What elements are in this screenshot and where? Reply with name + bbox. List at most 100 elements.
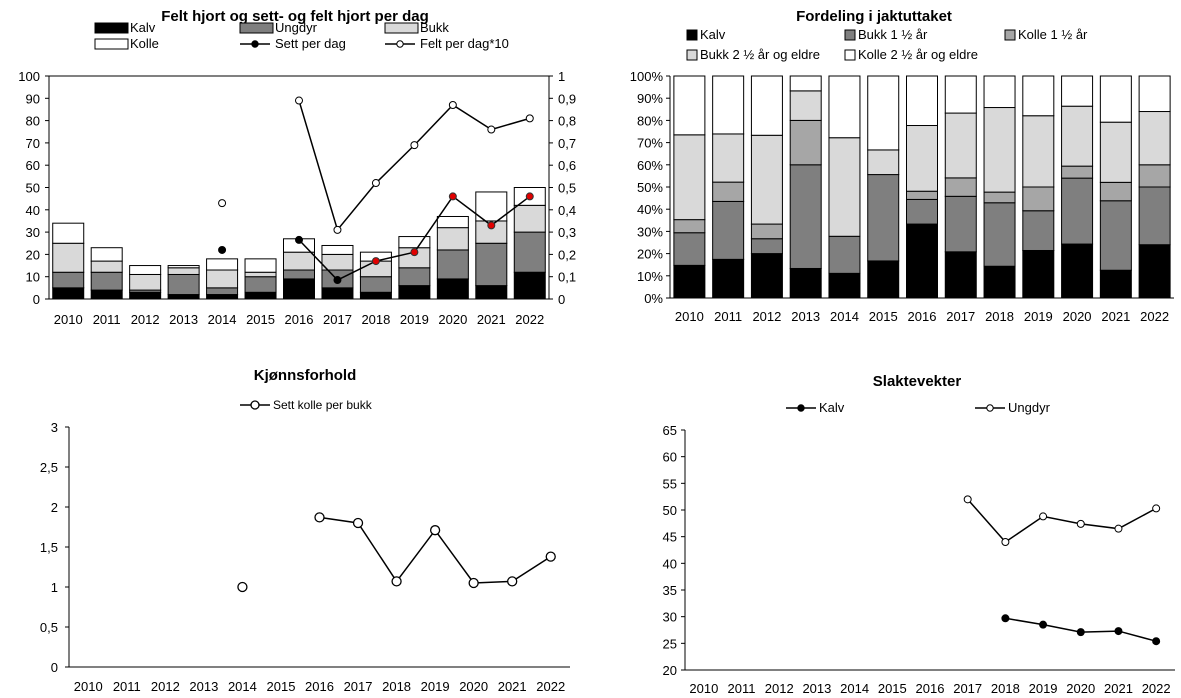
bar-segment <box>789 164 822 269</box>
bar-segment <box>712 181 745 202</box>
x-tick-label: 2021 <box>498 679 527 694</box>
x-tick-label: 2014 <box>840 681 869 696</box>
x-tick-label: 2018 <box>991 681 1020 696</box>
bar-segment <box>283 251 315 271</box>
bar-segment <box>90 289 123 300</box>
x-tick-label: 2016 <box>908 309 937 324</box>
x-tick-label: 2017 <box>946 309 975 324</box>
data-point <box>1114 627 1123 636</box>
legend-label: Bukk 1 ½ år <box>858 27 928 42</box>
x-tick-label: 2012 <box>131 312 160 327</box>
bar-segment <box>673 232 706 266</box>
bar-segment <box>398 285 431 300</box>
point-felt <box>295 96 303 105</box>
chart-title: Slaktevekter <box>873 373 962 390</box>
series-line <box>967 498 1157 543</box>
bar-segment <box>244 271 277 278</box>
y2-tick-label: 0,1 <box>558 270 576 285</box>
data-point <box>1152 504 1161 513</box>
bar-segment <box>436 227 469 251</box>
y-tick-label: 20% <box>637 247 663 262</box>
bar-segment <box>206 294 239 300</box>
y-tick-label: 30% <box>637 224 663 239</box>
data-point <box>352 517 364 529</box>
bar-segment <box>750 134 783 225</box>
bar-segment <box>321 287 354 300</box>
bar-segment <box>1022 186 1055 212</box>
bar-segment <box>129 291 162 300</box>
bar-segment <box>244 258 277 273</box>
x-tick-label: 2021 <box>1104 681 1133 696</box>
bar-segment <box>1022 210 1055 251</box>
data-point <box>1039 620 1048 629</box>
y-tick-label: 0 <box>33 292 40 307</box>
y-tick-label: 90 <box>26 91 40 106</box>
slaktevekter-chart: Slaktevekter Kalv Ungdyr 20 25 30 35 40 45 50 55… <box>663 373 1175 696</box>
x-tick-label: 2014 <box>228 679 257 694</box>
point-felt <box>371 179 380 188</box>
bar-segment <box>906 198 938 225</box>
bar-segment <box>167 265 200 269</box>
data-point <box>1001 614 1010 623</box>
bar-segment <box>867 260 900 299</box>
felt-hjort-chart: Felt hjort og sett- og felt hjort per da… <box>18 8 576 327</box>
bar-segment <box>1099 200 1132 271</box>
bar-segment <box>1138 164 1171 188</box>
y-tick-label: 80 <box>26 114 40 129</box>
y-tick-label: 35 <box>663 583 677 598</box>
bar-segment <box>513 204 546 233</box>
x-tick-label: 2012 <box>765 681 794 696</box>
bar-segment <box>206 269 239 289</box>
x-tick-label: 2021 <box>477 312 506 327</box>
bar-segment <box>906 190 938 200</box>
bar-segment <box>983 202 1016 267</box>
x-tick-label: 2015 <box>267 679 296 694</box>
point-felt <box>333 225 342 234</box>
bar-segment <box>867 174 900 262</box>
point-sett <box>295 235 303 244</box>
point-sett <box>371 257 380 266</box>
bar-segment <box>828 235 861 274</box>
bar-segment <box>1061 177 1094 245</box>
bar-segment <box>52 222 85 244</box>
point-felt <box>448 100 457 109</box>
bar-segment <box>52 271 85 289</box>
bar-segment <box>712 75 745 135</box>
lines <box>218 96 534 285</box>
x-tick-label: 2011 <box>113 679 141 694</box>
bar-segment <box>906 125 938 192</box>
bar-segment <box>436 215 469 229</box>
axes: 0 10 20 30 40 50 60 70 80 90 100 0 0,1 0,2 0,3 0,4 0,5 0,… <box>18 69 576 327</box>
x-tick-label: 2016 <box>916 681 945 696</box>
data-point <box>1076 628 1085 637</box>
y-tick-label: 10 <box>26 270 40 285</box>
y2-tick-label: 0,3 <box>558 225 576 240</box>
y-tick-label: 40% <box>637 202 663 217</box>
bar-segment <box>321 244 354 255</box>
point-felt <box>218 199 227 208</box>
data-point <box>545 551 556 562</box>
bar-segment <box>750 253 783 299</box>
y-tick-label: 45 <box>663 530 677 545</box>
bar-segment <box>475 285 508 300</box>
point-sett <box>487 221 496 230</box>
x-tick-label: 2020 <box>1063 309 1092 324</box>
legend-label: Kalv <box>130 20 156 35</box>
y-tick-label: 25 <box>663 636 677 651</box>
y-tick-label: 65 <box>663 423 677 438</box>
legend-label: Kalv <box>819 400 845 415</box>
legend-swatch <box>844 29 856 41</box>
axes: 0 0,5 1 1,5 2 2,5 3 2010 2011 2012 2013 2014 2015 201… <box>40 420 570 694</box>
y2-tick-label: 0,5 <box>558 181 576 196</box>
chart-title: Kjønnsforhold <box>254 367 356 384</box>
legend-label: Bukk 2 ½ år og eldre <box>700 47 820 62</box>
bar-segment <box>1138 75 1171 113</box>
data-point <box>1152 637 1161 646</box>
legend-label: Kalv <box>700 27 726 42</box>
y-tick-label: 3 <box>51 420 58 435</box>
point-sett <box>410 248 419 257</box>
y-tick-label: 0 <box>51 660 58 675</box>
bar-segment <box>983 191 1016 204</box>
bar-segment <box>867 149 900 176</box>
bar-segment <box>1138 111 1171 166</box>
